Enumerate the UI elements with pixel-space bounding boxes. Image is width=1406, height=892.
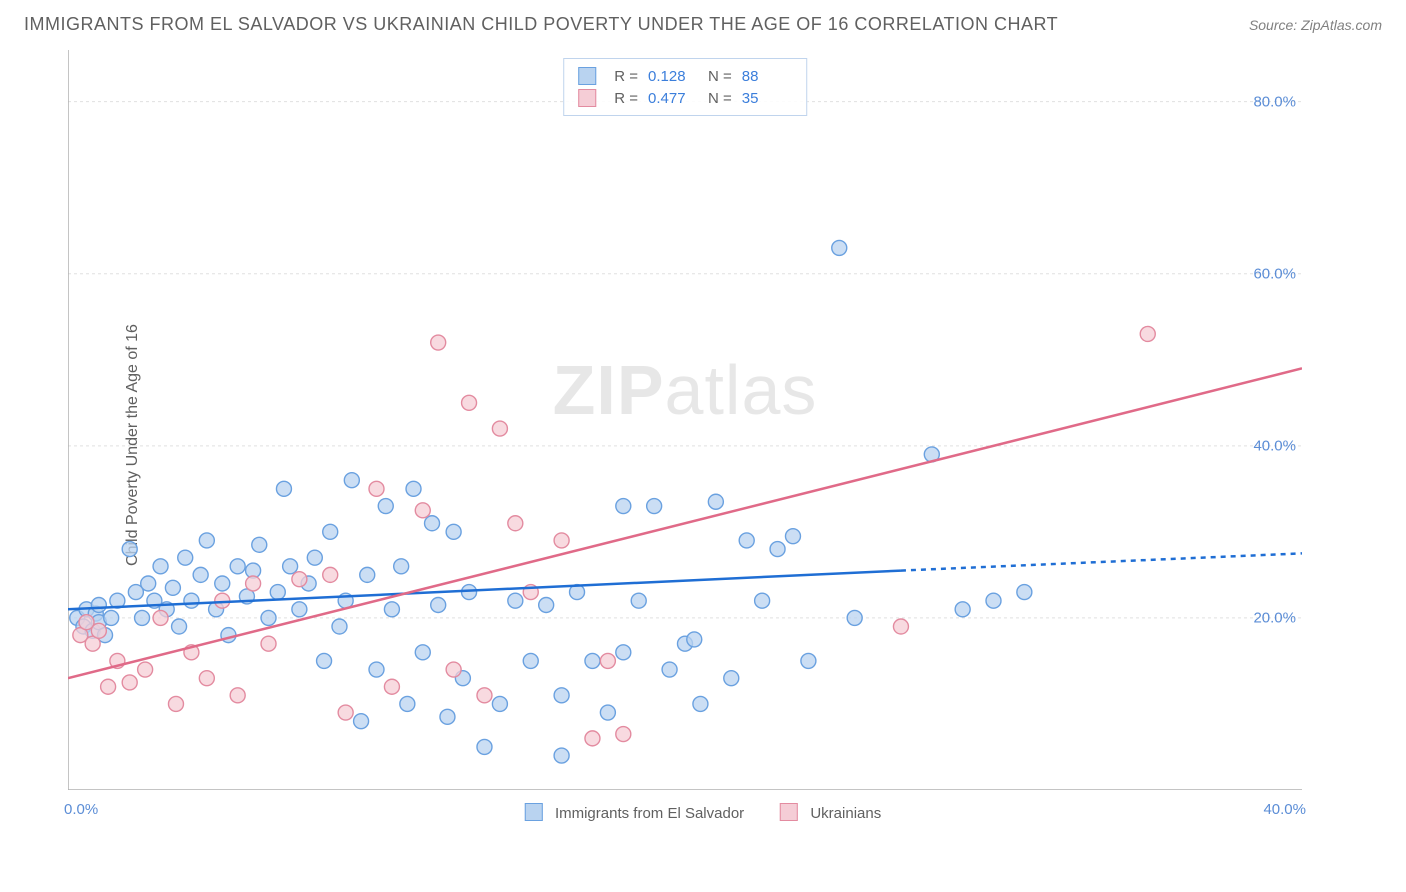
y-tick: 60.0%	[1253, 265, 1302, 282]
swatch-icon	[780, 803, 798, 821]
swatch-icon	[578, 67, 596, 85]
legend-row-el-salvador: R = 0.128 N = 88	[578, 65, 792, 87]
legend-row-ukrainians: R = 0.477 N = 35	[578, 87, 792, 109]
chart-source: Source: ZipAtlas.com	[1249, 17, 1382, 33]
correlation-legend: R = 0.128 N = 88 R = 0.477 N = 35	[563, 58, 807, 116]
swatch-icon	[578, 89, 596, 107]
chart-title: IMMIGRANTS FROM EL SALVADOR VS UKRAINIAN…	[24, 14, 1058, 35]
y-tick: 20.0%	[1253, 609, 1302, 626]
y-tick: 80.0%	[1253, 93, 1302, 110]
series-legend: Immigrants from El Salvador Ukrainians	[525, 803, 881, 822]
y-tick: 40.0%	[1253, 437, 1302, 454]
x-tick-max: 40.0%	[1263, 801, 1306, 818]
swatch-icon	[525, 803, 543, 821]
x-tick-min: 0.0%	[64, 801, 98, 818]
plot-area: ZIPatlas R = 0.128 N = 88 R = 0.477 N = …	[68, 50, 1302, 790]
legend-item-el-salvador: Immigrants from El Salvador	[525, 803, 744, 822]
chart-container: Child Poverty Under the Age of 16 ZIPatl…	[24, 50, 1382, 840]
legend-item-ukrainians: Ukrainians	[780, 803, 881, 822]
